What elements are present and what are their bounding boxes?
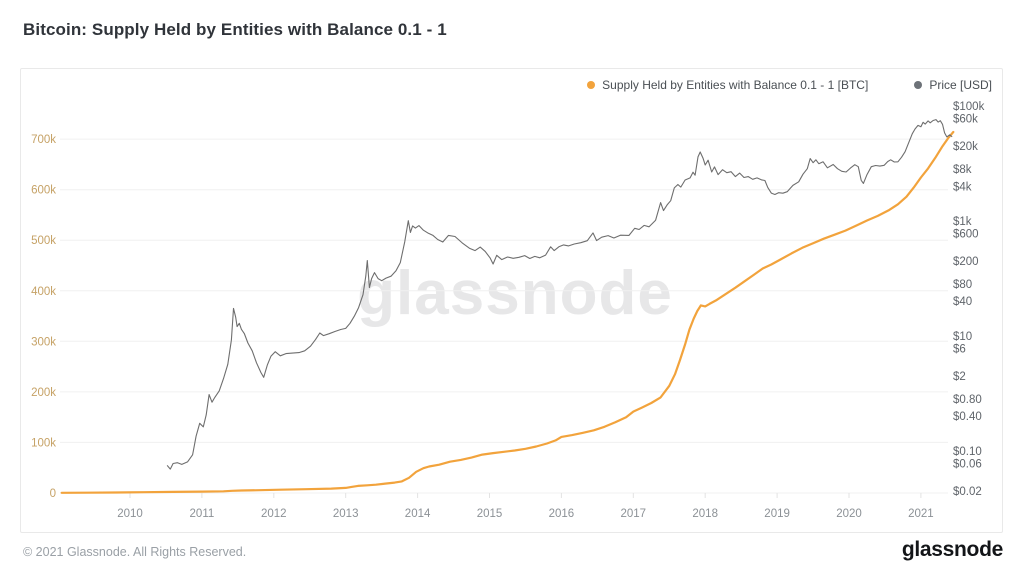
x-axis-tick-label: 2016 xyxy=(549,508,575,520)
price-axis-tick-label: $4k xyxy=(953,181,972,193)
x-axis-labels: 2010 2011 2012 2013 2014 2015 2016 2017 2018 2019… xyxy=(117,493,934,520)
price-axis-tick-label: $6 xyxy=(953,344,966,356)
price-axis-tick-label: $60k xyxy=(953,114,978,126)
supply-axis-tick-label: 700k xyxy=(31,134,56,146)
chart-card xyxy=(20,68,1003,533)
glassnode-logo: glassnode xyxy=(901,538,1003,561)
price-axis-tick-label: $8k xyxy=(953,164,972,176)
price-axis-tick-label: $0.10 xyxy=(953,446,982,458)
legend-item-price[interactable]: Price [USD] xyxy=(914,78,992,92)
price-axis-tick-label: $2 xyxy=(953,371,966,383)
x-axis-tick-label: 2011 xyxy=(190,508,215,520)
supply-axis-tick-label: 100k xyxy=(31,437,56,449)
supply-series-dot-icon xyxy=(587,81,596,89)
y-axis-right-labels: $100k$60k$20k$8k$4k$1k$600$200$80$40$10$… xyxy=(953,101,985,498)
supply-axis-tick-label: 300k xyxy=(31,336,56,348)
legend-item-supply[interactable]: Supply Held by Entities with Balance 0.1… xyxy=(587,78,868,92)
price-axis-tick-label: $200 xyxy=(953,256,979,268)
supply-line xyxy=(60,130,955,494)
price-axis-tick-label: $80 xyxy=(953,279,972,291)
x-axis-tick-label: 2014 xyxy=(405,508,431,520)
chart-legend: Supply Held by Entities with Balance 0.1… xyxy=(587,78,992,92)
page-title: Bitcoin: Supply Held by Entities with Ba… xyxy=(23,20,447,39)
x-axis-tick-label: 2018 xyxy=(692,508,718,520)
price-axis-tick-label: $10 xyxy=(953,331,972,343)
price-axis-tick-label: $0.80 xyxy=(953,394,982,406)
x-axis-tick-label: 2020 xyxy=(836,508,862,520)
supply-axis-tick-label: 600k xyxy=(31,185,56,197)
price-axis-tick-label: $0.02 xyxy=(953,486,982,498)
x-axis-tick-label: 2013 xyxy=(333,508,359,520)
supply-axis-tick-label: 0 xyxy=(50,488,56,500)
price-axis-tick-label: $100k xyxy=(953,101,985,113)
glassnode-watermark: glassnode xyxy=(357,259,673,328)
supply-axis-tick-label: 200k xyxy=(31,387,56,399)
copyright-text: © 2021 Glassnode. All Rights Reserved. xyxy=(23,545,247,559)
legend-item-supply-label: Supply Held by Entities with Balance 0.1… xyxy=(602,78,869,92)
x-axis-tick-label: 2015 xyxy=(477,508,503,520)
price-axis-tick-label: $0.40 xyxy=(953,411,982,423)
supply-axis-tick-label: 400k xyxy=(31,286,56,298)
price-series-dot-icon xyxy=(914,81,923,89)
price-line xyxy=(166,119,953,470)
gridlines xyxy=(60,138,948,494)
price-axis-tick-label: $40 xyxy=(953,296,972,308)
y-axis-left-labels: 0 100k 200k 300k 400k 500k 600k 700k xyxy=(31,134,56,500)
legend-item-price-label: Price [USD] xyxy=(929,78,992,92)
price-axis-tick-label: $600 xyxy=(953,229,979,241)
price-axis-tick-label: $0.06 xyxy=(953,459,982,471)
x-axis-tick-label: 2010 xyxy=(117,508,143,520)
x-axis-tick-label: 2017 xyxy=(621,508,647,520)
price-axis-tick-label: $20k xyxy=(953,141,978,153)
footer: © 2021 Glassnode. All Rights Reserved. g… xyxy=(0,538,1024,577)
supply-axis-tick-label: 500k xyxy=(31,235,56,247)
x-axis-tick-label: 2012 xyxy=(261,508,287,520)
x-axis-tick-label: 2021 xyxy=(908,508,934,520)
x-axis-tick-label: 2019 xyxy=(764,508,790,520)
price-axis-tick-label: $1k xyxy=(953,216,972,228)
